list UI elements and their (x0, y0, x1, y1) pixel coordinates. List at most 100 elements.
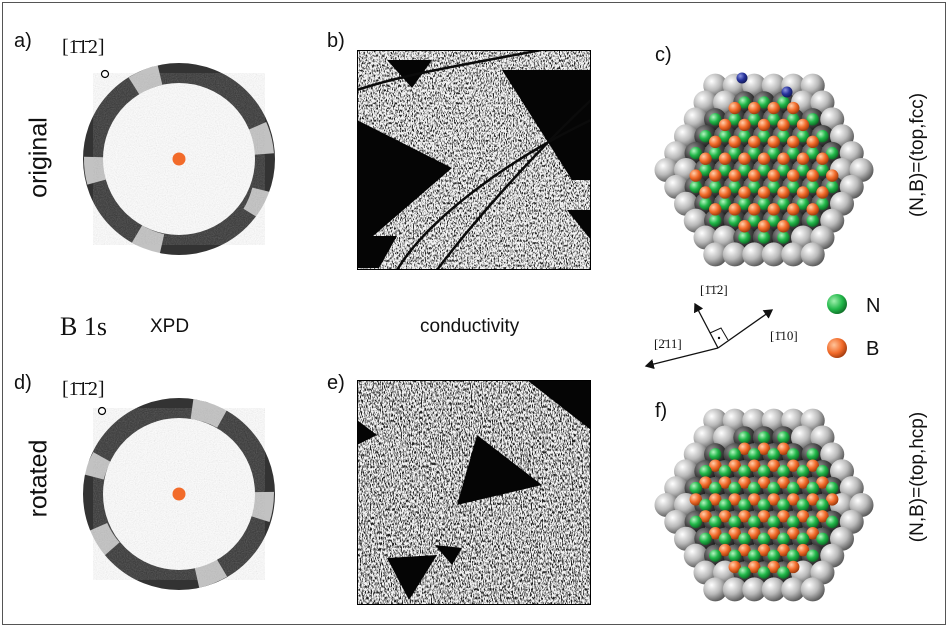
triangular-domain (502, 70, 591, 180)
b-atom (699, 476, 712, 489)
substrate-atom (800, 242, 825, 267)
b-atom (738, 220, 751, 233)
n-atom (796, 130, 810, 143)
b-atom (767, 135, 780, 149)
conductivity-map-original (357, 50, 591, 270)
b-atom (748, 526, 761, 540)
b-atom (738, 442, 751, 455)
n-atom (826, 180, 839, 194)
b-atom (757, 476, 771, 489)
n-atom (748, 146, 761, 160)
n-atom (767, 214, 780, 227)
b-atom (816, 152, 829, 165)
b-atom (777, 510, 790, 523)
b-atom (728, 169, 741, 182)
n-atom (767, 448, 780, 461)
n-atom (728, 113, 741, 126)
b-atom (748, 101, 761, 115)
b-atom (738, 476, 751, 489)
b-atom (757, 152, 771, 165)
n-atom (699, 532, 712, 545)
n-atom (738, 566, 751, 579)
b-atom (757, 543, 771, 557)
n-atom (738, 465, 751, 478)
b-atom (748, 169, 761, 182)
n-atom (738, 130, 751, 143)
center-dot (172, 487, 186, 501)
panel-label-e: e) (327, 372, 345, 394)
n-atom (777, 498, 790, 512)
n-atom (757, 231, 771, 244)
direction-marker (97, 406, 107, 416)
b-atom (767, 459, 780, 472)
substrate-atom (791, 425, 815, 450)
n-atom (767, 180, 780, 194)
n-atom (699, 130, 712, 143)
b-atom (777, 152, 790, 165)
b-atom (748, 203, 761, 216)
triangular-domain (357, 420, 377, 445)
b-atom (738, 152, 751, 165)
b-atom (826, 169, 839, 182)
n-atom (718, 532, 732, 545)
b-atom (689, 493, 702, 506)
b-atom (796, 476, 810, 489)
n-atom (767, 113, 780, 126)
n-atom (787, 146, 800, 160)
b-atom (787, 203, 800, 216)
b-atom (757, 510, 771, 523)
legend-n-label: N (866, 295, 881, 317)
b-atom (777, 442, 790, 455)
substrate-atom (761, 408, 786, 433)
substrate-atom (742, 73, 767, 98)
legend-b-swatch (827, 338, 847, 358)
n-atom (796, 532, 810, 545)
n-atom (689, 515, 702, 529)
b-atom (738, 186, 751, 199)
n-atom (767, 515, 780, 529)
n-atom (699, 197, 712, 210)
n-atom (777, 231, 790, 244)
structure-model-top-fcc (654, 72, 874, 267)
substrate-atom (713, 425, 737, 450)
b-atom (777, 186, 790, 199)
b-atom (718, 186, 732, 199)
n-atom (699, 498, 712, 512)
b-atom (777, 476, 790, 489)
b-atom (787, 169, 800, 182)
b-atom (767, 101, 780, 115)
b-atom (728, 101, 741, 115)
b-atom (728, 459, 741, 472)
n-atom (806, 113, 819, 126)
n-atom (816, 498, 829, 512)
structure-label-top-fcc: (N,B)=(top,fcc) (907, 92, 928, 218)
b-atom (777, 118, 790, 132)
b-atom (748, 459, 761, 472)
n-atom (718, 163, 732, 177)
structure-model-top-hcp (654, 408, 874, 602)
n-atom (757, 130, 771, 143)
n-atom (689, 180, 702, 194)
n-atom (777, 431, 790, 444)
triangular-domain (567, 210, 591, 240)
n-atom (806, 448, 819, 461)
b-atom (757, 220, 771, 233)
b-atom (718, 510, 732, 523)
n-atom (777, 197, 790, 210)
n-atom (709, 214, 722, 227)
n-atom (787, 448, 800, 461)
b-atom (806, 459, 819, 472)
n-atom (728, 515, 741, 529)
n-atom (748, 113, 761, 126)
n-atom (738, 96, 751, 109)
triangular-domain (387, 555, 437, 600)
b-atom (796, 152, 810, 165)
n-atom (816, 465, 829, 478)
n-atom (826, 146, 839, 160)
substrate-atom (781, 242, 806, 267)
b-atom (728, 203, 741, 216)
n-atom (738, 431, 751, 444)
b-atom (806, 169, 819, 182)
